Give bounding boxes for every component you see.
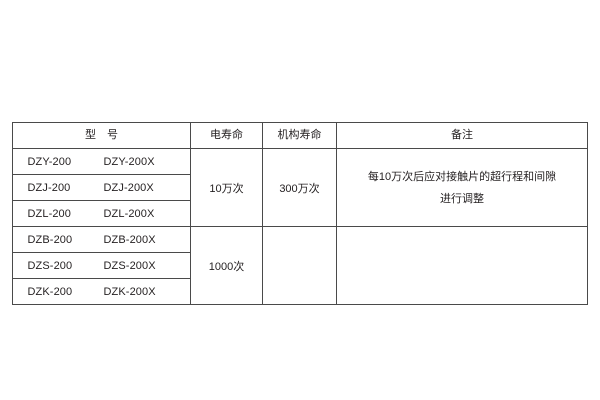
table-row: DZK-200 DZK-200X — [12, 278, 588, 305]
electrical-life-cell: 10万次 — [190, 148, 263, 227]
column-header-model: 型 号 — [12, 122, 191, 149]
model-code-base: DZS-200 — [27, 259, 73, 272]
model-cell: DZY-200 DZY-200X — [12, 148, 191, 175]
model-code-base: DZB-200 — [27, 233, 73, 246]
column-header-mechanical-life: 机构寿命 — [262, 122, 337, 149]
model-code-base: DZK-200 — [27, 285, 73, 298]
remarks-line: 每10万次后应对接触片的超行程和间隙 — [367, 170, 557, 183]
model-code-variant: DZK-200X — [103, 285, 156, 298]
table-row: DZB-200 DZB-200X 1000次 — [12, 226, 588, 305]
model-code-variant: DZB-200X — [103, 233, 156, 246]
table-row: DZY-200 DZY-200X 10万次 300万次 每10万次后应对接触片的超… — [12, 148, 588, 227]
model-cell: DZB-200 DZB-200X — [12, 226, 191, 253]
table-row: DZS-200 DZS-200X — [12, 252, 588, 279]
spec-table-container: 型 号 电寿命 机构寿命 备注 DZY-200 DZY-200X 10万次 300… — [12, 122, 588, 305]
table-row: DZL-200 DZL-200X — [12, 200, 588, 227]
model-code-base: DZJ-200 — [27, 181, 71, 194]
model-cell: DZK-200 DZK-200X — [12, 278, 191, 305]
mechanical-life-cell: 300万次 — [262, 148, 337, 227]
remarks-cell — [336, 226, 588, 305]
model-code-variant: DZJ-200X — [103, 181, 154, 194]
electrical-life-cell: 1000次 — [190, 226, 263, 305]
model-code-variant: DZL-200X — [103, 207, 155, 220]
table-row: DZJ-200 DZJ-200X — [12, 174, 588, 201]
column-header-electrical-life: 电寿命 — [190, 122, 263, 149]
remarks-cell: 每10万次后应对接触片的超行程和间隙 进行调整 — [336, 148, 588, 227]
model-code-variant: DZS-200X — [103, 259, 156, 272]
model-cell: DZJ-200 DZJ-200X — [12, 174, 191, 201]
table-header: 型 号 电寿命 机构寿命 备注 — [12, 122, 588, 149]
relay-life-spec-table: 型 号 电寿命 机构寿命 备注 DZY-200 DZY-200X 10万次 300… — [12, 122, 588, 305]
model-code-variant: DZY-200X — [103, 155, 155, 168]
model-code-base: DZY-200 — [27, 155, 72, 168]
mechanical-life-cell — [262, 226, 337, 305]
model-code-base: DZL-200 — [27, 207, 71, 220]
model-cell: DZL-200 DZL-200X — [12, 200, 191, 227]
model-cell: DZS-200 DZS-200X — [12, 252, 191, 279]
remarks-line: 进行调整 — [440, 192, 484, 205]
table-header-row: 型 号 电寿命 机构寿命 备注 — [12, 122, 588, 149]
table-body: DZY-200 DZY-200X 10万次 300万次 每10万次后应对接触片的超… — [12, 148, 588, 305]
column-header-remarks: 备注 — [336, 122, 588, 149]
